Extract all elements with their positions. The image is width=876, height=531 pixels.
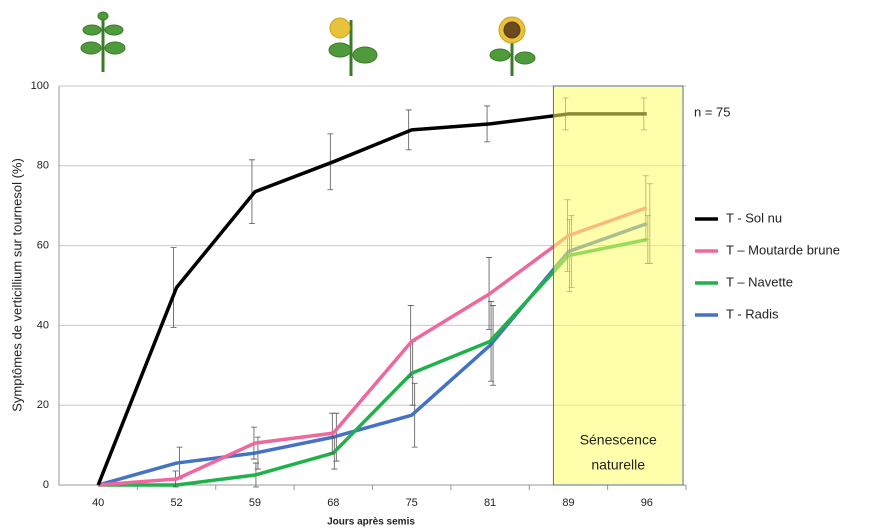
x-tick-label: 68	[327, 497, 339, 509]
legend-label: T - Radis	[726, 306, 779, 321]
x-tick-label: 89	[562, 497, 574, 509]
sunflower-icon	[80, 11, 536, 76]
x-axis-title: Jours après semis	[327, 517, 415, 528]
x-tick-label: 96	[641, 497, 653, 509]
zone-label: naturelle	[591, 457, 645, 473]
senescence-zone	[552, 85, 684, 486]
x-tick-label: 40	[92, 497, 104, 509]
x-tick-label: 81	[484, 497, 496, 509]
y-tick-label: 80	[37, 160, 49, 172]
error-bar	[248, 159, 255, 225]
y-axis-title: Symptômes de verticillium sur tournesol …	[9, 158, 24, 412]
legend-label: T – Moutarde brune	[726, 242, 840, 257]
legend-label: T - Sol nu	[726, 210, 782, 225]
x-tick-label: 75	[406, 497, 418, 509]
annotation: n = 75	[694, 104, 731, 119]
y-tick-label: 20	[37, 399, 49, 411]
zone-label: Sénescence	[580, 432, 657, 448]
x-tick-label: 52	[170, 497, 182, 509]
error-bar	[170, 247, 177, 328]
y-tick-label: 60	[37, 240, 49, 252]
legend-label: T – Navette	[726, 274, 793, 289]
y-tick-label: 0	[43, 479, 49, 491]
y-tick-label: 40	[37, 319, 49, 331]
x-tick-label: 59	[249, 497, 261, 509]
y-tick-label: 100	[31, 80, 49, 92]
